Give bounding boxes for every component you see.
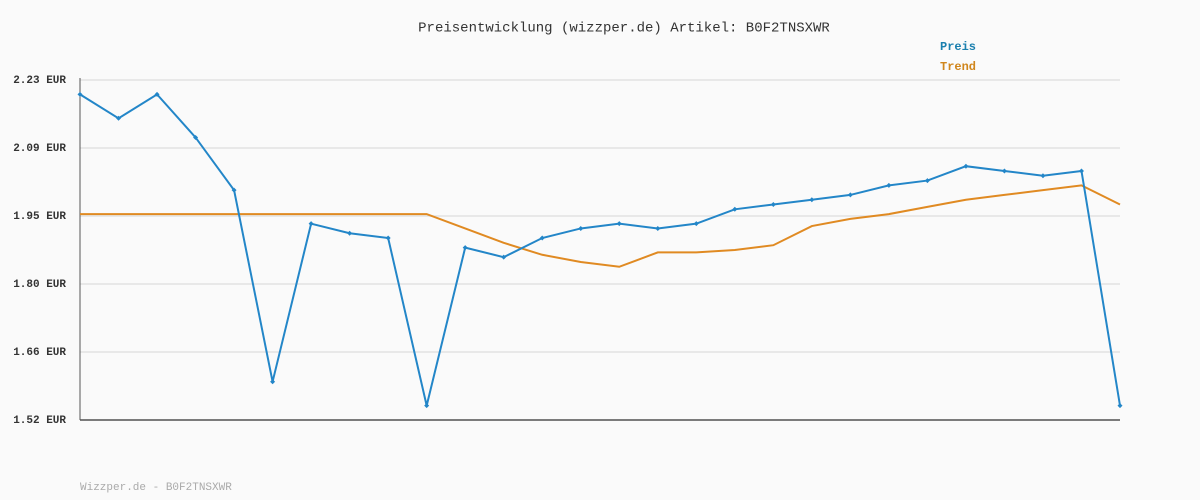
chart-title: Preisentwicklung (wizzper.de) Artikel: B…: [418, 21, 830, 37]
point: [1117, 403, 1123, 409]
series-line: [80, 184, 1121, 268]
point: [963, 163, 969, 169]
y-tick-label: 1.66 EUR: [13, 347, 66, 359]
point: [655, 225, 661, 231]
legend-label: Preis: [940, 40, 976, 54]
legend-label: Trend: [940, 60, 976, 74]
point: [1040, 173, 1046, 179]
point: [732, 206, 738, 212]
point: [270, 379, 276, 385]
point: [77, 91, 83, 97]
point: [539, 235, 545, 241]
point: [116, 115, 122, 121]
point: [924, 178, 930, 184]
point: [154, 91, 160, 97]
point: [1078, 168, 1084, 174]
y-tick-label: 2.09 EUR: [13, 143, 66, 155]
y-tick-label: 1.52 EUR: [13, 415, 66, 427]
point: [770, 202, 776, 208]
y-tick-label: 1.95 EUR: [13, 211, 66, 223]
point: [847, 192, 853, 198]
point: [1001, 168, 1007, 174]
point: [308, 221, 314, 227]
point: [809, 197, 815, 203]
footer: Wizzper.de - B0F2TNSXWR: [80, 482, 232, 494]
point: [578, 225, 584, 231]
point: [385, 235, 391, 241]
y-tick-label: 1.80 EUR: [13, 279, 66, 291]
point: [616, 221, 622, 227]
y-tick-label: 2.23 EUR: [13, 75, 66, 87]
point: [193, 134, 199, 140]
point: [424, 403, 430, 409]
point: [347, 230, 353, 236]
point: [231, 187, 237, 193]
point: [886, 182, 892, 188]
point: [693, 221, 699, 227]
point: [501, 254, 507, 260]
series-line: [79, 93, 1121, 406]
point: [462, 245, 468, 251]
